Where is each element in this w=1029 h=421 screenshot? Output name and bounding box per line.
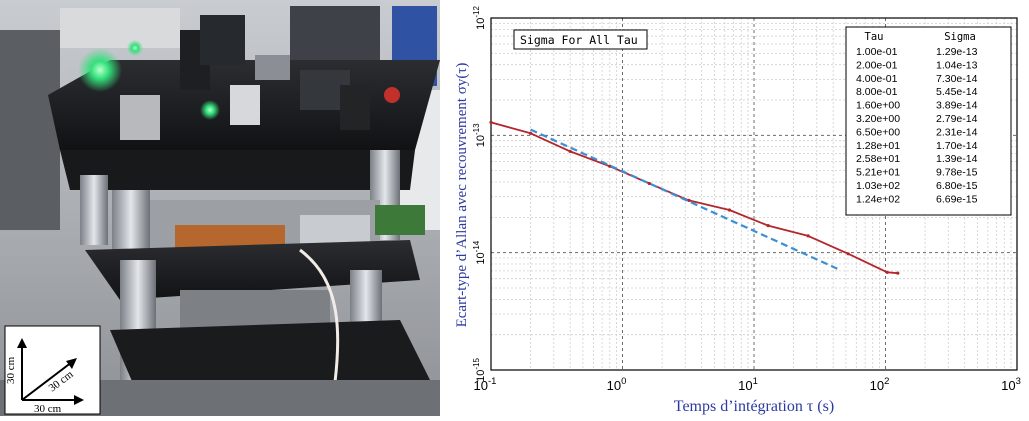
inset-label-box xyxy=(513,29,648,50)
table-cell-sigma: 1.04e-13 xyxy=(936,59,978,71)
table-cell-tau: 2.58e+01 xyxy=(856,153,900,165)
table-cell-tau: 3.20e+00 xyxy=(856,113,900,125)
data-point xyxy=(885,270,889,274)
scale-label-vertical: 30 cm xyxy=(5,356,17,384)
table-cell-sigma: 1.29e-13 xyxy=(936,46,978,58)
table-cell-tau: 5.21e+01 xyxy=(856,167,900,179)
table-cell-tau: 1.03e+02 xyxy=(856,180,900,192)
inset-label: Sigma For All Tau xyxy=(520,33,638,47)
table-cell-sigma: 6.69e-15 xyxy=(936,193,978,205)
table-cell-sigma: 1.70e-14 xyxy=(936,140,978,152)
data-point xyxy=(727,208,731,212)
table-cell-sigma: 1.39e-14 xyxy=(936,153,978,165)
chart-svg: Sigma For All Tau Tau Sigma 1.00e-01 1.29… xyxy=(446,0,1029,416)
allan-deviation-series xyxy=(490,121,898,275)
table-cell-tau: 4.00e-01 xyxy=(856,73,898,85)
allan-deviation-chart: Sigma For All Tau Tau Sigma 1.00e-01 1.29… xyxy=(446,0,1029,416)
table-cell-sigma: 2.31e-14 xyxy=(936,126,978,138)
scale-arrow-diagonal xyxy=(21,361,73,401)
data-point xyxy=(647,181,651,186)
x-axis-title: Temps d’intégration τ (s) xyxy=(674,398,834,415)
table-cell-tau: 6.50e+00 xyxy=(856,126,900,138)
data-point xyxy=(528,131,533,135)
y-axis-title: Ecart-type d’Allan avec recouvrement σy(… xyxy=(454,63,470,328)
data-point xyxy=(489,120,493,124)
setup-photo: 30 cm 30 cm 30 cm xyxy=(0,0,440,417)
data-table xyxy=(845,26,1012,216)
table-cell-sigma: 7.30e-14 xyxy=(936,73,978,85)
setup-photo-image: 30 cm 30 cm 30 cm xyxy=(0,0,440,417)
table-header-sigma: Sigma xyxy=(944,31,976,43)
table-rows: 1.00e-01 1.29e-13 2.00e-01 1.04e-13 4.00e-01… xyxy=(856,46,978,205)
table-cell-tau: 8.00e-01 xyxy=(856,86,898,98)
table-cell-tau: 1.60e+00 xyxy=(856,100,900,112)
scale-label-horizontal: 30 cm xyxy=(34,403,62,415)
data-point xyxy=(568,149,572,153)
table-cell-sigma: 5.45e-14 xyxy=(936,86,978,98)
table-cell-sigma: 9.78e-15 xyxy=(936,167,978,179)
table-cell-sigma: 2.79e-14 xyxy=(936,113,978,125)
data-point xyxy=(687,198,691,202)
data-point xyxy=(806,234,810,238)
table-cell-tau: 1.00e-01 xyxy=(856,46,898,58)
table-header-tau: Tau xyxy=(865,31,884,43)
data-point xyxy=(766,224,770,228)
series-layer xyxy=(489,120,900,275)
table-cell-tau: 2.00e-01 xyxy=(856,59,898,71)
table-cell-sigma: 6.80e-15 xyxy=(936,180,978,192)
data-point xyxy=(896,271,900,275)
data-point xyxy=(846,252,850,256)
table-cell-sigma: 3.89e-14 xyxy=(936,100,978,112)
fit-line-series xyxy=(530,128,838,270)
plot-frame xyxy=(490,17,1018,371)
table-cell-tau: 1.24e+02 xyxy=(856,193,900,205)
table-cell-tau: 1.28e+01 xyxy=(856,140,900,152)
